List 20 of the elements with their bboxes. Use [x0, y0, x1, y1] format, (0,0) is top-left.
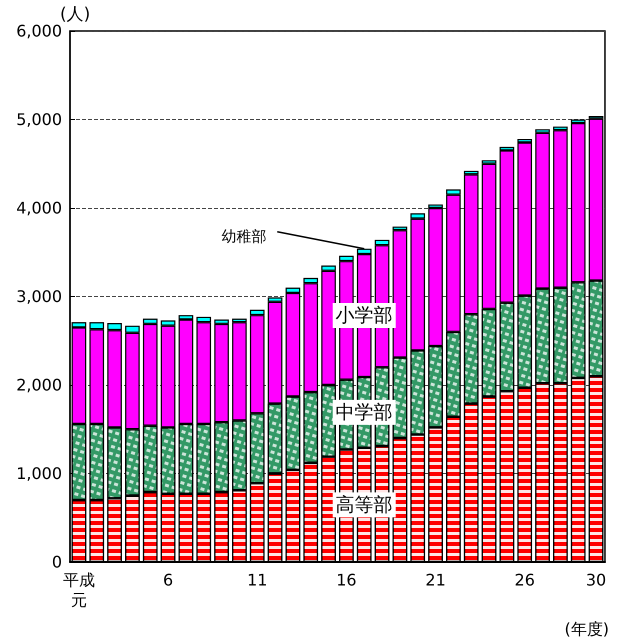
x-tick-label: 11: [247, 570, 268, 590]
x-tick-label: 26: [514, 570, 535, 590]
x-tick-label: 21: [425, 570, 446, 590]
y-tick-label: 2,000: [16, 376, 62, 394]
y-tick-label: 3,000: [16, 287, 62, 306]
x-tick-label: 平成元: [62, 570, 95, 610]
y-tick-label: 0: [52, 552, 62, 572]
y-axis-title: (人): [60, 4, 90, 24]
y-tick-label: 6,000: [16, 22, 62, 40]
x-tick-label: 6: [162, 570, 174, 590]
x-tick-label: 30: [586, 570, 606, 590]
x-axis-title: (年度): [564, 620, 609, 638]
series-label: 高等部: [336, 494, 393, 516]
text: 幼稚部: [222, 228, 267, 246]
y-tick-label: 4,000: [16, 198, 62, 218]
y-tick-label: 1,000: [16, 464, 62, 483]
series-label: 小学部: [336, 304, 393, 327]
y-tick-label: 5,000: [16, 110, 62, 129]
x-tick-label: 16: [336, 570, 357, 590]
series-label: 中学部: [336, 401, 393, 424]
